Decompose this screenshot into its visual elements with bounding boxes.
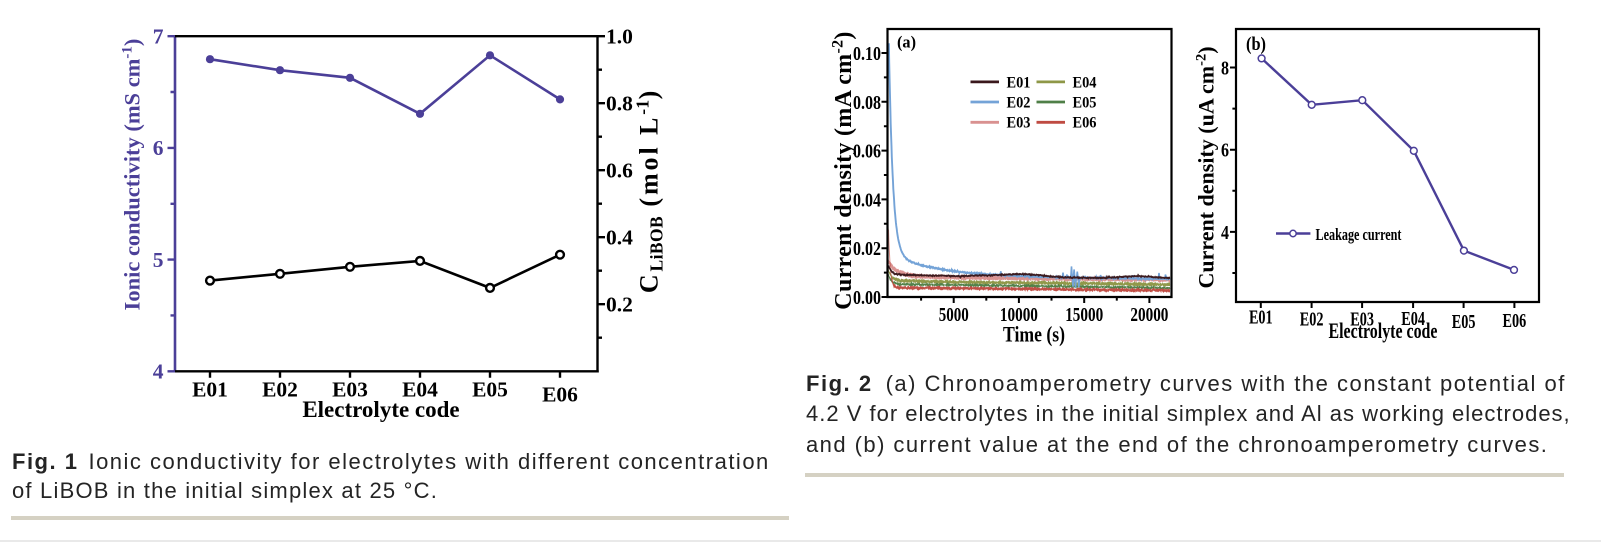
svg-text:E04: E04 [1073,74,1097,91]
svg-text:E05: E05 [472,377,508,401]
svg-text:0.2: 0.2 [606,293,633,317]
svg-text:E02: E02 [1300,308,1324,330]
svg-text:Time (s): Time (s) [1003,321,1065,346]
svg-text:0.02: 0.02 [853,238,881,260]
svg-text:(b): (b) [1246,34,1266,55]
svg-text:E02: E02 [262,377,298,401]
svg-text:15000: 15000 [1065,304,1103,326]
svg-text:E06: E06 [1073,115,1097,132]
svg-text:Current density (uA cm-2): Current density (uA cm-2) [1194,46,1219,288]
svg-text:E03: E03 [1007,115,1031,132]
svg-text:E06: E06 [1503,310,1527,332]
svg-text:1.0: 1.0 [606,25,633,49]
svg-text:Electrolyte code: Electrolyte code [302,397,459,422]
svg-text:(a): (a) [897,33,916,52]
svg-text:Ionic conductivity (mS cm-1): Ionic conductivity (mS cm-1) [120,39,145,311]
svg-text:0.04: 0.04 [853,189,881,211]
svg-text:0.08: 0.08 [853,92,881,114]
svg-text:Current density (mA cm-2): Current density (mA cm-2) [830,31,858,309]
svg-text:Leakage current: Leakage current [1316,225,1402,244]
svg-text:5000: 5000 [939,304,969,326]
svg-text:E02: E02 [1007,94,1031,111]
svg-text:E04: E04 [1401,308,1425,330]
svg-text:E06: E06 [542,383,578,407]
svg-text:E01: E01 [1249,307,1273,329]
svg-text:4: 4 [153,360,164,384]
svg-text:E01: E01 [192,377,228,401]
svg-text:7: 7 [153,25,164,49]
svg-text:10000: 10000 [1000,304,1038,326]
svg-text:0.4: 0.4 [606,226,633,250]
svg-text:E04: E04 [402,377,438,401]
svg-text:E03: E03 [332,377,368,401]
svg-text:5: 5 [153,248,164,272]
svg-text:0.00: 0.00 [853,287,881,309]
svg-text:0.8: 0.8 [606,92,633,116]
svg-text:20000: 20000 [1130,304,1168,326]
svg-text:6: 6 [1221,140,1229,162]
svg-text:0.6: 0.6 [606,159,633,183]
svg-text:E05: E05 [1073,94,1097,111]
svg-text:8: 8 [1221,58,1229,80]
svg-text:E05: E05 [1452,311,1476,333]
svg-text:Electrolyte code: Electrolyte code [1329,318,1438,343]
svg-text:E03: E03 [1350,308,1374,330]
svg-text:0.10: 0.10 [853,43,881,65]
svg-text:4: 4 [1221,222,1229,244]
svg-text:6: 6 [153,136,164,160]
svg-text:0.06: 0.06 [853,141,881,163]
svg-text:E01: E01 [1007,74,1031,91]
svg-text:CLiBOB (mol L-1): CLiBOB (mol L-1) [633,88,667,293]
